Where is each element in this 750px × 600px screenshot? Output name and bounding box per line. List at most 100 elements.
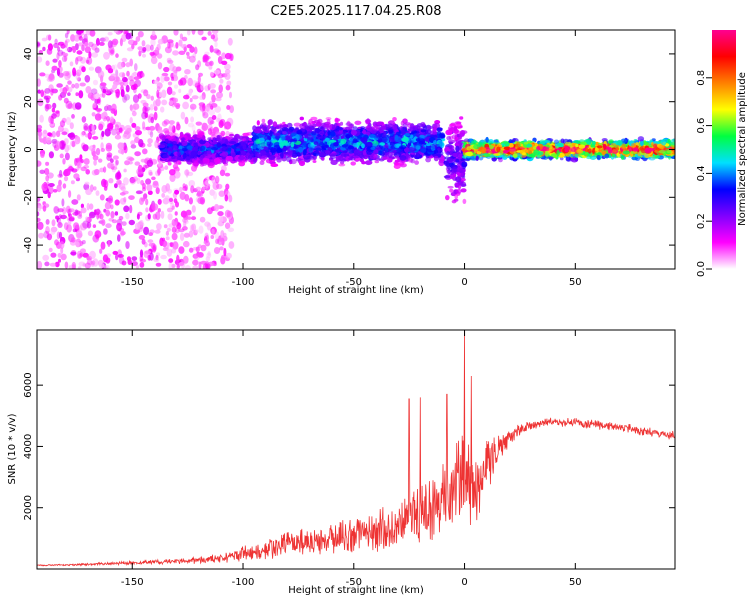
heatmap-cell bbox=[178, 50, 186, 55]
heatmap-cell bbox=[167, 41, 171, 49]
heatmap-cell bbox=[80, 222, 87, 231]
heatmap-cell bbox=[201, 122, 208, 132]
heatmap-cell bbox=[191, 80, 198, 87]
heatmap-cell bbox=[178, 228, 185, 233]
heatmap-cell bbox=[348, 156, 356, 161]
heatmap-cell bbox=[179, 232, 185, 241]
heatmap-cell bbox=[41, 182, 48, 192]
heatmap-cell bbox=[114, 199, 120, 206]
heatmap-cell bbox=[353, 149, 360, 156]
heatmap-cell bbox=[280, 136, 286, 141]
heatmap-cell bbox=[454, 121, 462, 125]
heatmap-cell bbox=[101, 219, 106, 226]
heatmap-cell bbox=[290, 142, 295, 148]
heatmap-cell bbox=[157, 62, 163, 70]
heatmap-cell bbox=[137, 31, 144, 38]
heatmap-cell bbox=[95, 190, 100, 196]
heatmap-cell bbox=[227, 147, 232, 152]
heatmap-cell bbox=[117, 170, 121, 178]
heatmap-cell bbox=[57, 208, 64, 213]
heatmap-cell bbox=[158, 144, 166, 149]
heatmap-cell bbox=[184, 169, 190, 176]
heatmap-cell bbox=[129, 204, 133, 214]
heatmap-cell bbox=[65, 100, 73, 110]
chart-title: C2E5.2025.117.04.25.R08 bbox=[270, 4, 441, 19]
heatmap-cell bbox=[89, 30, 96, 37]
heatmap-cell bbox=[163, 119, 170, 125]
heatmap-cell bbox=[103, 179, 109, 189]
heatmap-cell bbox=[299, 116, 304, 121]
heatmap-cell bbox=[121, 72, 125, 81]
heatmap-cell bbox=[142, 164, 148, 170]
heatmap-cell bbox=[182, 153, 186, 160]
heatmap-cell bbox=[85, 216, 89, 222]
heatmap-cell bbox=[178, 261, 185, 266]
heatmap-cell bbox=[58, 258, 61, 263]
heatmap-cell bbox=[88, 51, 92, 59]
heatmap-cell bbox=[155, 187, 160, 195]
heatmap-cell bbox=[235, 148, 241, 152]
heatmap-cell bbox=[183, 94, 190, 100]
heatmap-cell bbox=[419, 134, 425, 138]
heatmap-cell bbox=[104, 88, 111, 95]
heatmap-cell bbox=[209, 120, 215, 125]
heatmap-cell bbox=[75, 72, 81, 81]
heatmap-cell bbox=[60, 214, 67, 220]
heatmap-cell bbox=[220, 237, 224, 241]
heatmap-cell bbox=[42, 254, 50, 261]
heatmap-cell bbox=[48, 247, 53, 253]
heatmap-cell bbox=[455, 176, 462, 183]
heatmap-cell bbox=[136, 190, 144, 194]
heatmap-cell bbox=[47, 34, 52, 41]
heatmap-cell bbox=[219, 78, 224, 84]
heatmap-cell bbox=[148, 242, 154, 247]
heatmap-cell bbox=[224, 194, 229, 202]
heatmap-cell bbox=[156, 53, 163, 59]
heatmap-cell bbox=[226, 105, 231, 110]
heatmap-cell bbox=[167, 213, 173, 221]
heatmap-cell bbox=[216, 183, 223, 190]
heatmap-cell bbox=[214, 69, 221, 75]
heatmap-cell bbox=[62, 158, 66, 165]
heatmap-cell bbox=[195, 64, 200, 71]
heatmap-cell bbox=[458, 153, 463, 158]
heatmap-cell bbox=[304, 133, 308, 139]
heatmap-cell bbox=[416, 152, 420, 158]
heatmap-cell bbox=[127, 39, 135, 45]
heatmap-cell bbox=[74, 82, 80, 89]
heatmap-cell bbox=[217, 236, 224, 246]
heatmap-cell bbox=[350, 161, 357, 166]
heatmap-cell bbox=[223, 247, 227, 257]
heatmap-cell bbox=[117, 234, 121, 242]
heatmap-cell bbox=[388, 129, 394, 134]
heatmap-cell bbox=[176, 156, 184, 161]
heatmap-cell bbox=[166, 242, 170, 249]
heatmap-cell bbox=[134, 222, 141, 230]
heatmap-cell bbox=[67, 220, 72, 225]
heatmap-cell bbox=[37, 160, 42, 167]
heatmap-cell bbox=[213, 191, 217, 200]
heatmap-cell bbox=[120, 89, 125, 98]
heatmap-cell bbox=[174, 228, 180, 234]
heatmap-cell bbox=[268, 154, 276, 160]
heatmap-cell bbox=[404, 122, 411, 126]
heatmap-cell bbox=[375, 131, 381, 137]
heatmap-cell bbox=[106, 116, 111, 122]
heatmap-cell bbox=[63, 222, 69, 231]
heatmap-cell bbox=[67, 80, 72, 85]
heatmap-cell bbox=[210, 147, 219, 151]
heatmap-cell bbox=[448, 170, 455, 175]
heatmap-cell bbox=[138, 235, 146, 240]
heatmap-cell bbox=[47, 43, 54, 51]
heatmap-cell bbox=[201, 187, 205, 192]
heatmap-cell bbox=[68, 213, 72, 218]
heatmap-cell bbox=[58, 169, 63, 178]
heatmap-cell bbox=[126, 70, 130, 77]
heatmap-cell bbox=[319, 130, 325, 136]
heatmap-cell bbox=[71, 261, 77, 269]
heatmap-cell bbox=[302, 142, 306, 148]
heatmap-cell bbox=[124, 160, 130, 166]
heatmap-cell bbox=[93, 159, 97, 166]
heatmap-cell bbox=[37, 78, 41, 87]
heatmap-cell bbox=[317, 126, 324, 130]
